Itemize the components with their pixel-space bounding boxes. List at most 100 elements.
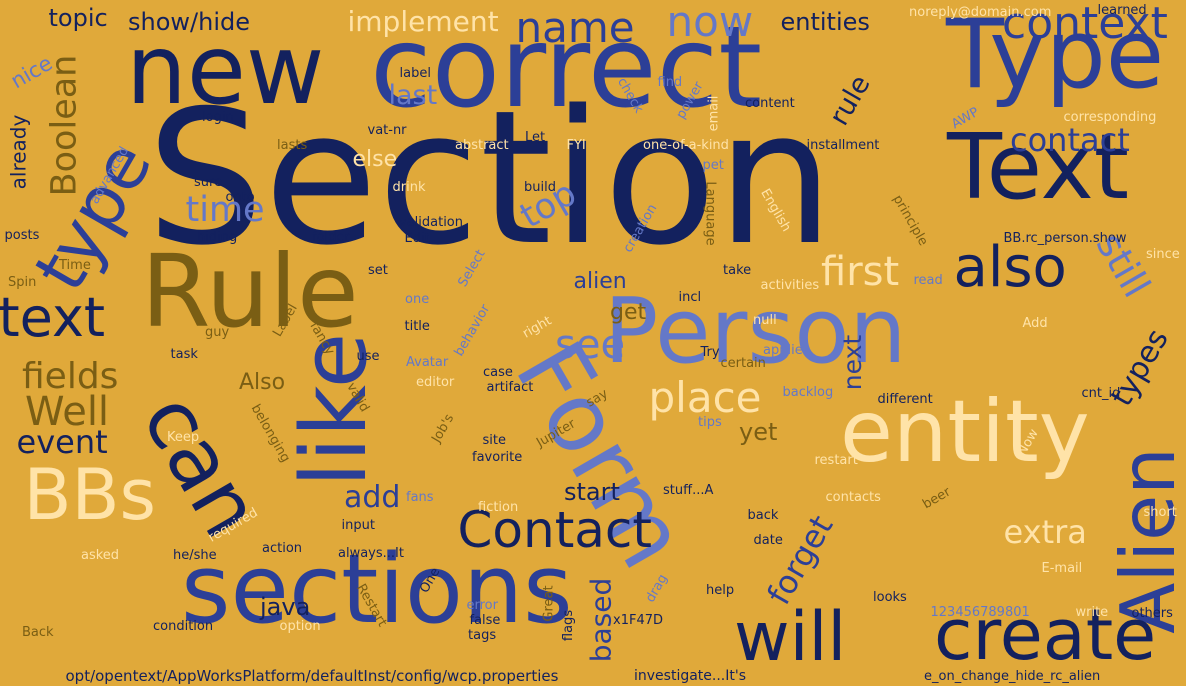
cloud-word-new: new bbox=[126, 14, 325, 126]
cloud-word-favorite: favorite bbox=[472, 449, 523, 465]
cloud-word-posts: posts bbox=[4, 227, 40, 243]
cloud-word-bb-rc-person-show: BB.rc_person.show bbox=[1003, 230, 1127, 246]
cloud-word-123456789801: 123456789801 bbox=[930, 604, 1030, 620]
cloud-word-also: also bbox=[953, 235, 1067, 300]
cloud-word-context: context bbox=[1002, 0, 1168, 49]
cloud-word-fiction: fiction bbox=[478, 499, 519, 515]
cloud-word-alien: alien bbox=[573, 269, 627, 294]
cloud-word-text: text bbox=[0, 286, 106, 349]
cloud-word-label: label bbox=[399, 65, 431, 81]
cloud-word-false: false bbox=[469, 612, 501, 628]
cloud-word-start: start bbox=[564, 478, 620, 506]
cloud-word-fyi: FYI bbox=[566, 137, 586, 153]
cloud-word-corresponding: corresponding bbox=[1063, 109, 1157, 125]
cloud-word-language: Language bbox=[702, 180, 718, 246]
cloud-word-tags: tags bbox=[468, 627, 497, 643]
cloud-word-he-she: he/she bbox=[173, 547, 217, 563]
cloud-word-certain: certain bbox=[720, 355, 766, 371]
cloud-word-abstract: abstract bbox=[455, 137, 509, 153]
cloud-word-read: read bbox=[913, 272, 943, 288]
cloud-word-case: case bbox=[483, 364, 513, 380]
cloud-word-date: date bbox=[753, 532, 783, 548]
cloud-word-place: place bbox=[648, 373, 762, 422]
cloud-word-show-hide: show/hide bbox=[128, 8, 250, 36]
cloud-word-entity: entity bbox=[840, 382, 1090, 482]
cloud-word-now: now bbox=[666, 0, 754, 46]
cloud-word-different: different bbox=[877, 391, 933, 407]
cloud-word-vat-nr: vat-nr bbox=[367, 122, 407, 138]
cloud-word-short: short bbox=[1143, 504, 1177, 520]
cloud-word-add: add bbox=[344, 480, 401, 515]
cloud-word-behavior: behavior bbox=[451, 301, 493, 359]
cloud-word-validation: validation bbox=[399, 214, 464, 230]
cloud-word-event: event bbox=[16, 423, 108, 461]
cloud-word-fans: fans bbox=[406, 489, 434, 505]
cloud-word-first: first bbox=[821, 249, 900, 295]
cloud-word-editor: editor bbox=[416, 374, 455, 390]
cloud-word-hiding: hiding bbox=[197, 229, 238, 245]
cloud-word-well: Well bbox=[25, 389, 110, 435]
cloud-word-others: others bbox=[1131, 605, 1173, 621]
cloud-word-build: build bbox=[524, 179, 556, 195]
cloud-word-entities: entities bbox=[780, 8, 870, 36]
cloud-word-type: Type bbox=[946, 0, 1165, 110]
cloud-word-name: name bbox=[515, 3, 635, 52]
cloud-word-null: null bbox=[753, 312, 777, 328]
cloud-word-forget: forget bbox=[759, 508, 841, 612]
cloud-word-let: Let bbox=[525, 129, 546, 145]
cloud-word-already: already bbox=[5, 114, 30, 190]
cloud-word-restart: restart bbox=[814, 452, 858, 468]
cloud-word-tips: tips bbox=[698, 414, 722, 430]
cloud-word-contact: Contact bbox=[457, 501, 653, 559]
cloud-word-take: take bbox=[723, 262, 752, 278]
cloud-word-topic: topic bbox=[48, 4, 108, 32]
cloud-word-spin: Spin bbox=[8, 274, 37, 290]
cloud-word-input: input bbox=[341, 517, 375, 533]
cloud-word-text: Text bbox=[947, 115, 1130, 220]
cloud-word-back: Back bbox=[22, 624, 54, 640]
cloud-word-e-on-change-hide-rc-alien: e_on_change_hide_rc_alien bbox=[924, 668, 1101, 684]
cloud-word-great: Great bbox=[541, 584, 557, 622]
cloud-word-next: next bbox=[837, 334, 867, 390]
cloud-word-applies: applies bbox=[763, 342, 810, 358]
cloud-word-option: option bbox=[279, 618, 321, 634]
cloud-word-edit: Edit bbox=[404, 230, 430, 246]
cloud-word-investigate-it-s: investigate...It's bbox=[634, 668, 747, 684]
cloud-word-e-mail: E-mail bbox=[1041, 560, 1083, 576]
cloud-word-email: email bbox=[706, 95, 722, 131]
cloud-word-section: Section bbox=[146, 69, 834, 286]
cloud-word-opt-opentext-appworksplatform-defaultinst-config-wcp-properties: opt/opentext/AppWorksPlatform/defaultIns… bbox=[65, 666, 559, 685]
cloud-word-task: task bbox=[170, 346, 198, 362]
cloud-word-beer: beer bbox=[920, 484, 954, 512]
cloud-word-lasts: lasts bbox=[277, 137, 308, 153]
cloud-word-create: create bbox=[934, 594, 1157, 676]
cloud-word-will: will bbox=[734, 598, 847, 677]
cloud-word-last: last bbox=[388, 79, 438, 111]
cloud-word-pet: pet bbox=[702, 157, 724, 173]
cloud-word-get: get bbox=[610, 300, 647, 325]
cloud-word-also: Also bbox=[239, 370, 286, 395]
cloud-word-sure: sure bbox=[194, 174, 223, 190]
cloud-word-action: action bbox=[262, 540, 303, 556]
cloud-word-time: Time bbox=[59, 257, 91, 273]
cloud-word-title: title bbox=[404, 318, 430, 334]
cloud-word-extra: extra bbox=[1003, 513, 1087, 551]
cloud-word-contact: contact bbox=[1010, 121, 1130, 159]
cloud-word-stuff-a: stuff...A bbox=[663, 482, 714, 498]
cloud-word-implement: implement bbox=[347, 5, 499, 38]
cloud-word-help: help bbox=[706, 582, 735, 598]
cloud-word-one-of-a-kind: one-of-a-kind bbox=[643, 137, 729, 153]
cloud-word-login: login bbox=[202, 109, 234, 125]
cloud-word-since: since bbox=[1146, 246, 1180, 262]
cloud-word-x1f47d: x1F47D bbox=[613, 612, 663, 628]
cloud-word-one: one bbox=[405, 291, 430, 307]
cloud-word-keep: Keep bbox=[167, 429, 200, 445]
cloud-word-learned: learned bbox=[1097, 2, 1147, 18]
cloud-word-back: back bbox=[747, 507, 779, 523]
cloud-word-noreply-domain-com: noreply@domain.com bbox=[909, 4, 1052, 20]
cloud-word-boolean: Boolean bbox=[44, 54, 85, 196]
cloud-word-cnt-id: cnt_id bbox=[1081, 385, 1121, 401]
cloud-word-condition: condition bbox=[153, 618, 214, 634]
cloud-word-backlog: backlog bbox=[782, 384, 834, 400]
